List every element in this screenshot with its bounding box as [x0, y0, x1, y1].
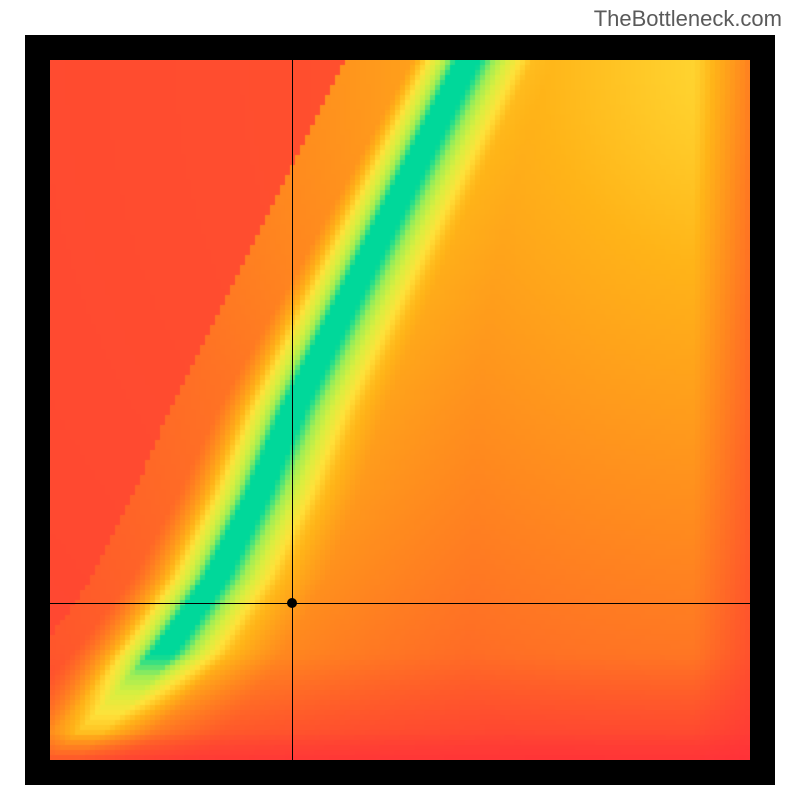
heatmap-canvas: [50, 60, 750, 760]
chart-outer-frame: [25, 35, 775, 785]
watermark-text: TheBottleneck.com: [594, 6, 782, 32]
crosshair-horizontal: [50, 603, 750, 604]
crosshair-marker: [287, 598, 297, 608]
crosshair-vertical: [292, 60, 293, 760]
